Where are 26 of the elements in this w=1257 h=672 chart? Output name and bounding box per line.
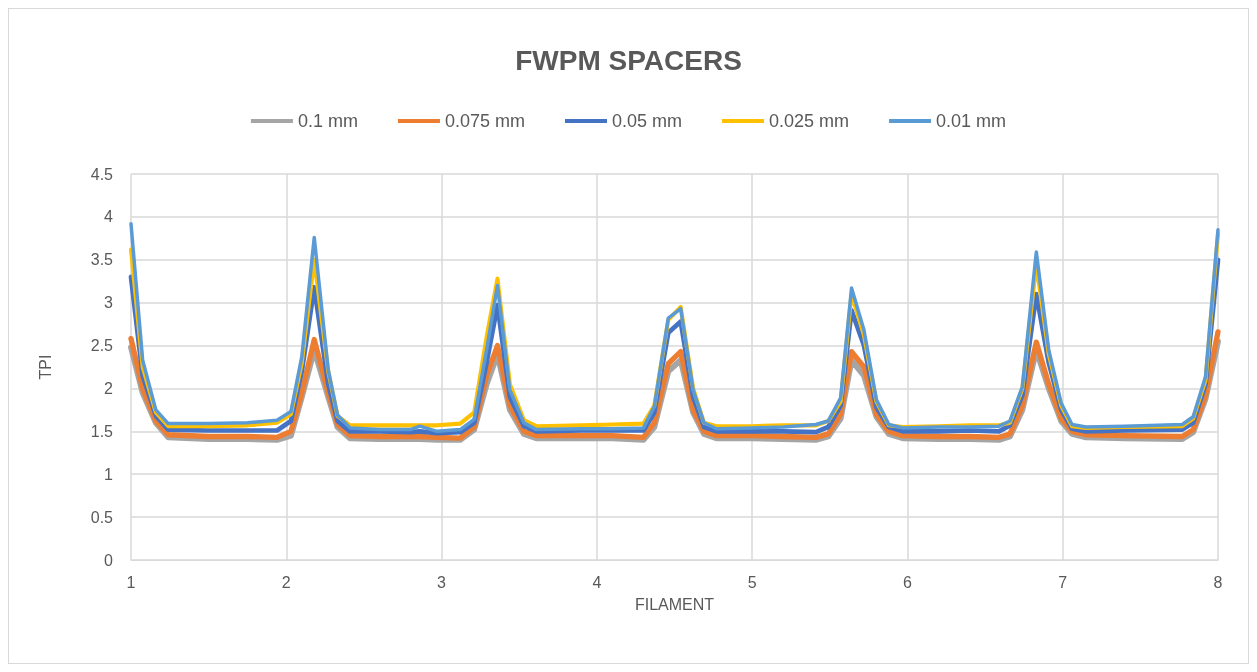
y-tick-label: 3.5 — [90, 251, 114, 269]
x-tick-label: 7 — [1058, 573, 1068, 591]
chart-title: FWPM SPACERS — [515, 44, 742, 76]
y-tick-label: 4 — [104, 208, 114, 226]
y-tick-label: 1.5 — [90, 422, 114, 440]
x-tick-label: 1 — [126, 573, 136, 591]
legend-label: 0.025 mm — [769, 111, 850, 131]
x-tick-label: 8 — [1213, 573, 1223, 591]
y-tick-label: 4.5 — [90, 165, 114, 183]
y-tick-label: 0.5 — [90, 508, 114, 526]
legend-label: 0.05 mm — [611, 111, 683, 131]
legend-label: 0.1 mm — [297, 111, 358, 131]
y-tick-label: 1 — [104, 465, 114, 483]
legend-label: 0.01 mm — [936, 111, 1007, 131]
x-tick-label: 5 — [747, 573, 757, 591]
y-axis-title: TPI — [36, 354, 54, 380]
x-tick-label: 4 — [592, 573, 602, 591]
legend-label: 0.075 mm — [444, 111, 525, 131]
y-tick-label: 3 — [104, 294, 114, 312]
x-axis-title: FILAMENT — [634, 595, 715, 613]
x-tick-label: 6 — [902, 573, 912, 591]
y-tick-label: 2.5 — [90, 337, 114, 355]
x-tick-label: 3 — [437, 573, 447, 591]
y-tick-label: 0 — [104, 551, 114, 569]
x-tick-label: 2 — [281, 573, 291, 591]
y-tick-label: 2 — [104, 379, 114, 397]
